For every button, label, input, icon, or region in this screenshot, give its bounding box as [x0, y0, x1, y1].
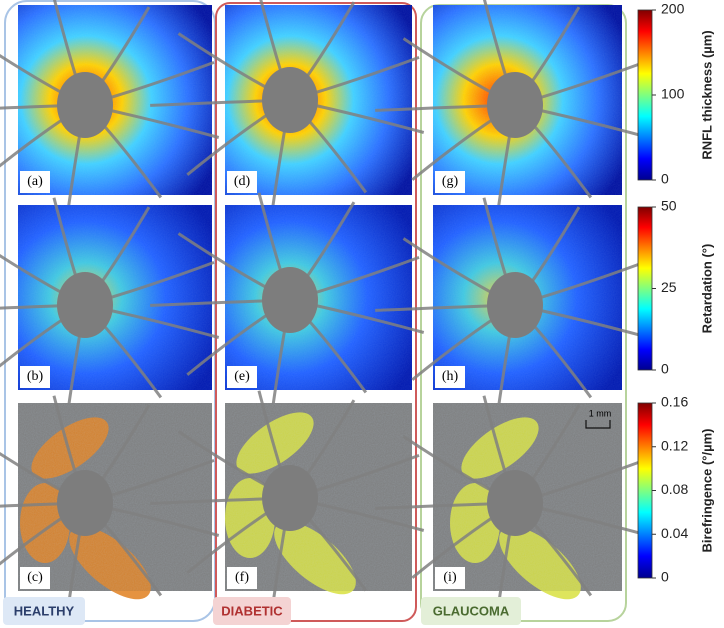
panel-label-bg [435, 567, 465, 589]
column-label-bg [3, 597, 85, 625]
optic-disc [487, 272, 543, 338]
panel-label: (i) [443, 570, 457, 585]
colorbar-tick-label: 0 [661, 569, 669, 585]
column-label-bg [421, 597, 521, 625]
colorbar [637, 402, 653, 579]
scale-bar-label: 1 mm [589, 408, 612, 418]
colorbar-tick-label: 0.04 [661, 525, 688, 541]
panel-label: (f) [235, 570, 249, 585]
panel-image [0, 395, 220, 613]
panel-label-bg [435, 366, 465, 388]
colorbar-tick-label: 25 [661, 279, 677, 295]
panel-label: (g) [442, 174, 459, 189]
panel-label-bg [435, 171, 465, 193]
noise [225, 205, 412, 390]
colorbar [637, 206, 653, 371]
panel-image [0, 0, 220, 215]
diabetic-frame [215, 2, 417, 622]
colorbar-tick-label: 0.08 [661, 481, 688, 497]
panel-image [150, 0, 425, 210]
optic-disc [262, 67, 318, 133]
optic-disc [57, 470, 113, 536]
panel-label-bg [20, 171, 50, 193]
panel-image [375, 395, 650, 613]
column-label: GLAUCOMA [433, 603, 510, 618]
colorbar-tick-label: 0 [661, 361, 669, 377]
panel-label: (h) [442, 369, 459, 384]
colorbar-tick-label: 0 [661, 171, 669, 187]
panel-label: (a) [27, 174, 43, 189]
column-label: HEALTHY [14, 603, 75, 618]
noise [18, 5, 212, 195]
panel-label-bg [20, 366, 50, 388]
panel-image [150, 192, 425, 410]
scale-bar [585, 420, 611, 429]
optic-disc [57, 272, 113, 338]
panel-label: (d) [234, 174, 251, 189]
panel-label: (c) [27, 570, 43, 585]
panel-label: (e) [234, 369, 250, 384]
colorbar-title: Retardation (°) [699, 244, 714, 334]
panel-label-bg [227, 366, 257, 388]
panel-image [150, 390, 425, 608]
colorbar-title: RNFL thickness (µm) [699, 30, 714, 159]
optic-disc [57, 72, 113, 138]
colorbar-tick-label: 100 [661, 86, 685, 102]
panel-image [375, 197, 650, 415]
colorbar-tick-label: 0.12 [661, 437, 688, 453]
optic-disc [487, 72, 543, 138]
panel-label-bg [227, 567, 257, 589]
colorbar-tick-label: 50 [661, 198, 677, 214]
optic-disc [262, 267, 318, 333]
optic-disc [487, 470, 543, 536]
optic-disc [262, 465, 318, 531]
panel-label-bg [20, 567, 50, 589]
colorbar [637, 9, 653, 181]
panel-image [375, 0, 650, 215]
colorbar-tick-label: 200 [661, 1, 685, 17]
colorbar-tick-label: 0.16 [661, 394, 688, 410]
noise [18, 403, 212, 591]
column-label: DIABETIC [221, 603, 283, 618]
panel-label-bg [227, 171, 257, 193]
panel-label: (b) [27, 369, 44, 384]
column-label-bg [213, 597, 291, 625]
colorbar-title: Birefringence (°/µm) [699, 429, 714, 553]
noise [225, 403, 412, 591]
